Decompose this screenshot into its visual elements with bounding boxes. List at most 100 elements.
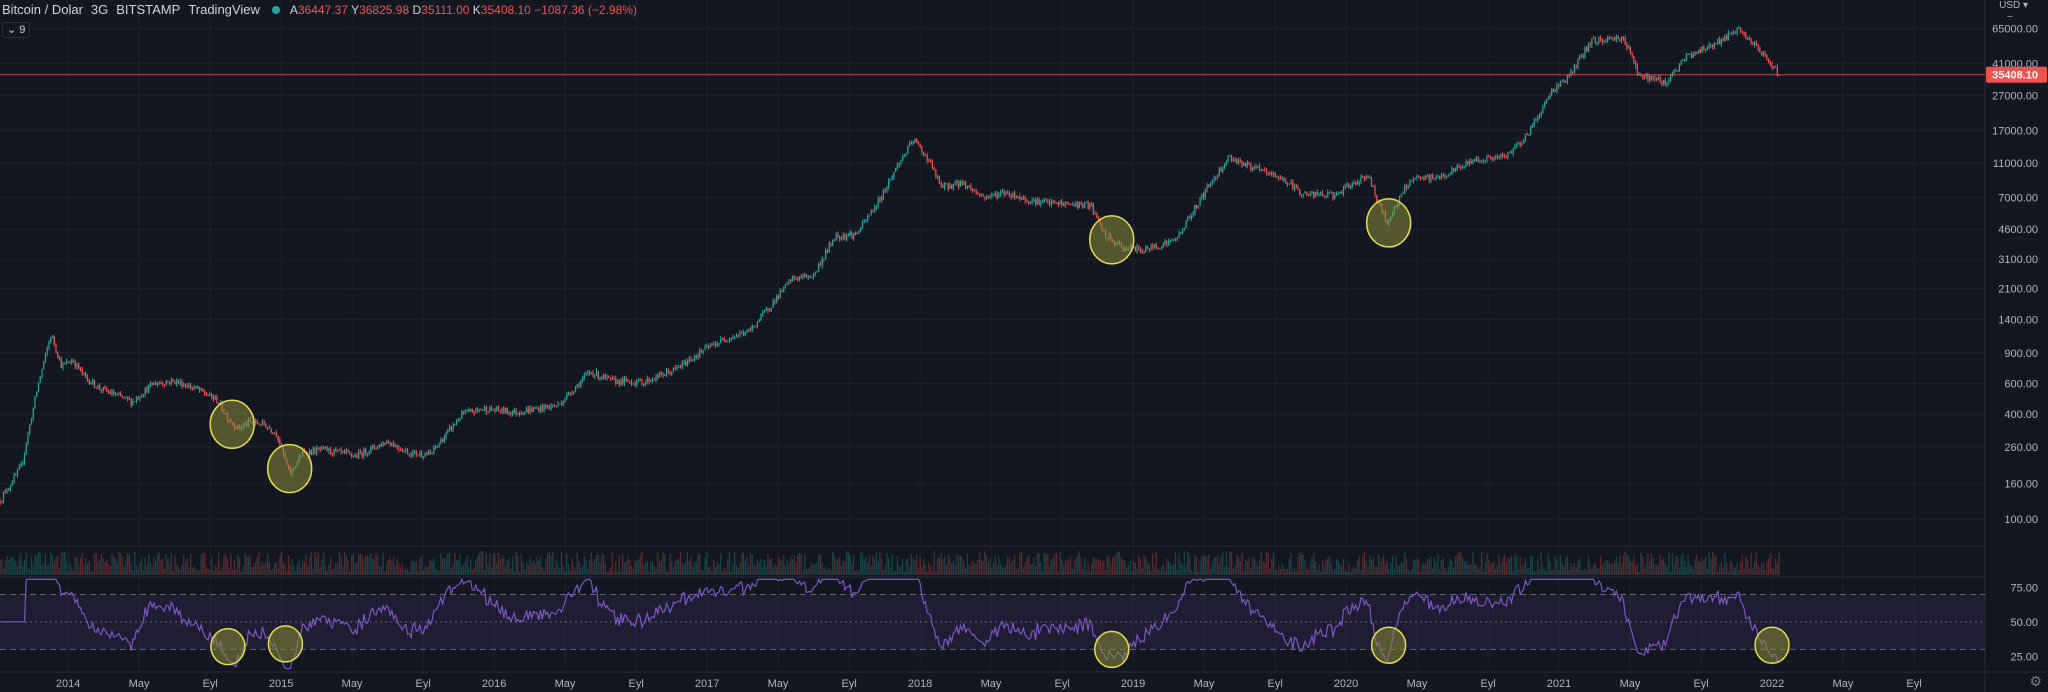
candle-body <box>702 350 704 353</box>
volume-bar <box>933 551 935 575</box>
highlight-ellipse <box>210 627 246 666</box>
volume-bar <box>209 569 211 575</box>
candle-body <box>550 405 552 409</box>
volume-bar <box>870 565 872 575</box>
candle-body <box>567 392 570 395</box>
candle-body <box>1026 200 1028 202</box>
candle-body <box>396 444 398 448</box>
candle-body <box>1691 53 1693 58</box>
volume-bar <box>893 570 895 575</box>
candle-body <box>1230 155 1233 161</box>
volume-bar <box>1502 558 1504 575</box>
volume-bar <box>1118 551 1121 575</box>
candle-body <box>595 371 598 376</box>
candle-body <box>1435 177 1437 179</box>
volume-bar <box>1029 564 1031 575</box>
candle-body <box>748 329 750 331</box>
candle-body <box>64 363 66 365</box>
volume-bar <box>592 561 594 575</box>
volume-bar <box>987 562 989 575</box>
candle-body <box>1267 172 1269 175</box>
candle-body <box>730 337 732 340</box>
volume-bar <box>167 559 169 575</box>
candle-body <box>1288 183 1290 185</box>
candle-body <box>1152 245 1154 248</box>
candle-body <box>1489 156 1492 158</box>
symbol-name[interactable]: Bitcoin / Dolar <box>2 2 83 17</box>
volume-bar <box>305 554 307 575</box>
exchange-label: BITSTAMP <box>116 2 181 17</box>
candle-body <box>352 455 354 457</box>
highlight-ellipse <box>1094 630 1130 669</box>
volume-bar <box>580 567 582 575</box>
candle-body <box>476 407 479 410</box>
candle-body <box>1446 176 1448 178</box>
volume-bar <box>345 555 347 575</box>
volume-bar <box>1220 556 1222 575</box>
volume-bar <box>1005 564 1007 575</box>
volume-bar <box>634 560 636 575</box>
volume-bar <box>443 558 445 575</box>
indicator-collapse-button[interactable]: ⌄ 9 <box>2 22 31 38</box>
volume-bar <box>965 568 967 575</box>
volume-bar <box>293 566 295 575</box>
x-tick-label: 2021 <box>1547 678 1571 690</box>
volume-bar <box>1 559 3 575</box>
candle-body <box>1607 37 1609 42</box>
candle-body <box>816 270 818 273</box>
candle-body <box>583 375 585 379</box>
candle-body <box>1306 191 1308 195</box>
candle-body <box>496 406 498 411</box>
volume-bar <box>1082 569 1084 575</box>
candle-body <box>623 378 626 384</box>
volume-bar <box>1720 561 1722 575</box>
candle-body <box>457 420 459 422</box>
candle-body <box>548 405 550 409</box>
volume-bar <box>1528 568 1530 575</box>
volume-bar <box>1306 568 1308 575</box>
candle-body <box>335 448 337 451</box>
volume-bar <box>1234 565 1236 575</box>
candle-body <box>592 372 594 377</box>
candle-body <box>1 500 3 504</box>
candle-body <box>207 395 209 397</box>
volume-bar <box>1743 568 1745 575</box>
candle-body <box>436 445 438 448</box>
candle-body <box>1054 201 1056 203</box>
volume-bar <box>1015 569 1017 575</box>
volume-bar <box>247 556 250 575</box>
candle-body <box>74 362 76 367</box>
volume-bar <box>657 552 659 575</box>
volume-bar <box>57 555 59 575</box>
change-value: −1087.36 (−2.98%) <box>534 2 637 17</box>
candle-body <box>312 448 314 455</box>
candle-body <box>1523 141 1525 144</box>
gear-icon[interactable]: ⚙ <box>2029 673 2042 689</box>
candle-body <box>1498 156 1500 158</box>
candle-body <box>975 190 977 193</box>
volume-bar <box>940 553 942 575</box>
x-tick-label: Eyl <box>842 678 857 690</box>
candle-body <box>1327 192 1329 197</box>
volume-bar <box>286 570 288 575</box>
candle-body <box>788 280 790 284</box>
candle-body <box>1650 76 1652 79</box>
volume-bar <box>1664 562 1666 575</box>
candle-body <box>503 407 505 414</box>
candle-body <box>1675 69 1677 72</box>
interval-label[interactable]: 3G <box>90 2 109 17</box>
candle-body <box>50 337 52 343</box>
volume-bar <box>8 559 10 575</box>
candle-body <box>1309 193 1311 196</box>
candle-body <box>1229 155 1231 157</box>
volume-bar <box>1565 557 1567 575</box>
candle-body <box>1628 47 1630 49</box>
currency-selector[interactable]: USD ▾ – <box>1999 0 2028 22</box>
candle-body <box>1692 54 1694 58</box>
volume-bar <box>914 559 916 575</box>
candle-body <box>993 193 995 195</box>
volume-bar <box>1169 562 1171 575</box>
candle-body <box>1362 176 1364 178</box>
candle-body <box>809 276 811 278</box>
